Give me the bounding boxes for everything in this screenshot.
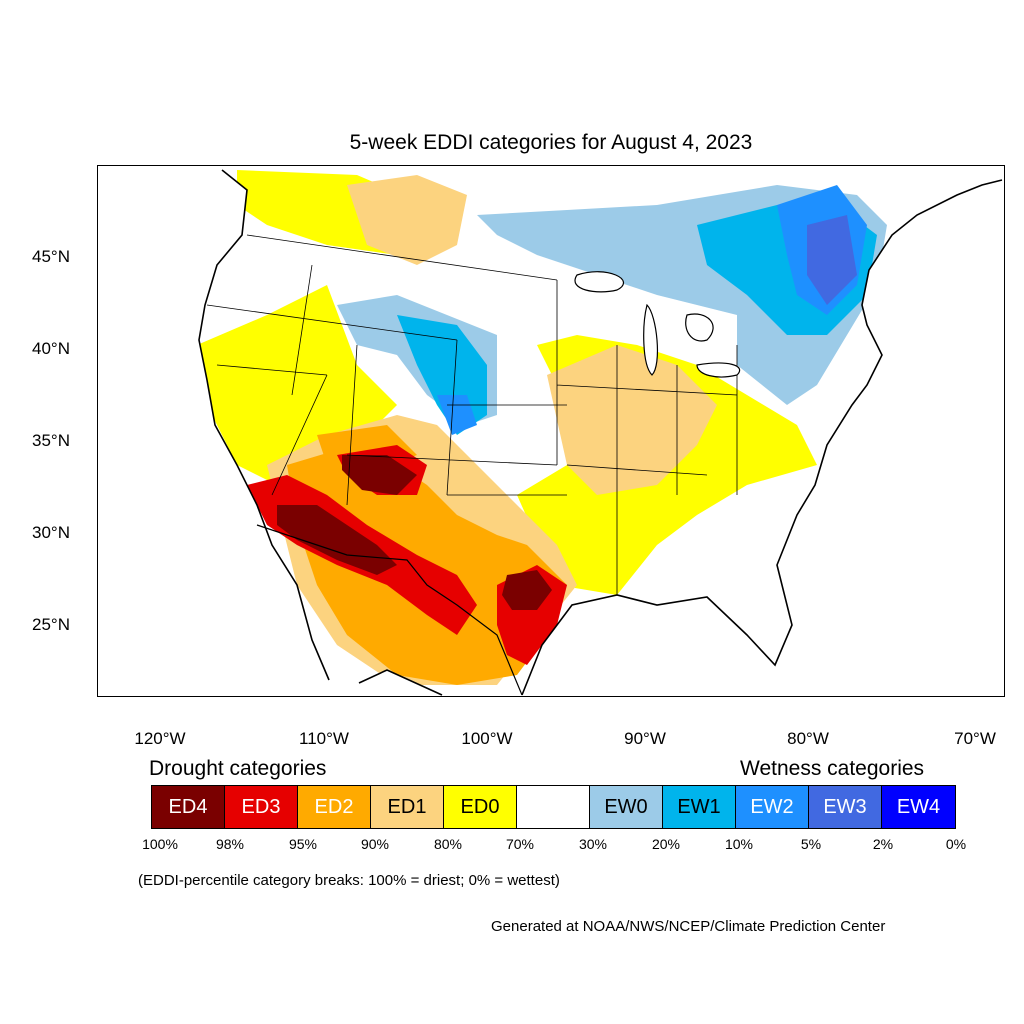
ed4-region-texas: [502, 570, 552, 610]
legend-box-ew4: EW4: [882, 786, 955, 828]
legend-label-ew2: EW2: [750, 795, 794, 818]
pct-break-5: 5%: [800, 836, 822, 852]
legend-label-ed2: ED2: [314, 795, 354, 818]
legend-label-ed4: ED4: [168, 795, 208, 818]
legend-box-ed1: ED1: [371, 786, 444, 828]
coastline: [198, 169, 1003, 696]
lon-label-110: 110°W: [299, 729, 349, 748]
ed4-region-arizona: [277, 505, 397, 575]
legend-label-ew0: EW0: [604, 795, 648, 818]
legend-box-ed0: ED0: [444, 786, 517, 828]
legend-label-ed0: ED0: [460, 795, 500, 818]
lon-label-80: 80°W: [787, 729, 829, 748]
legend-box-ed3: ED3: [225, 786, 298, 828]
pct-break-100: 100%: [142, 836, 178, 852]
pct-break-70: 70%: [505, 836, 535, 852]
lon-label-120: 120°W: [134, 729, 186, 748]
lat-label-40: 40°N: [32, 339, 70, 358]
pct-break-2: 2%: [872, 836, 894, 852]
map-frame: [97, 165, 1005, 697]
great-lakes: [574, 271, 741, 378]
pct-break-80: 80%: [433, 836, 463, 852]
map-title: 5-week EDDI categories for August 4, 202…: [349, 131, 753, 154]
pct-break-98: 98%: [215, 836, 245, 852]
legend-box-ew0: EW0: [590, 786, 663, 828]
lat-label-35: 35°N: [32, 431, 70, 450]
lat-label-45: 45°N: [32, 247, 70, 266]
lon-label-70: 70°W: [954, 729, 996, 748]
lon-label-100: 100°W: [461, 729, 513, 748]
legend-box-ed4: ED4: [152, 786, 225, 828]
legend-label-ew4: EW4: [896, 795, 941, 818]
legend-colorbar: ED4 ED3 ED2 ED1 ED0 EW0 EW1 EW2 EW3 EW4: [151, 785, 956, 829]
pct-break-95: 95%: [288, 836, 318, 852]
mexico-border: [256, 524, 523, 696]
pct-break-30: 30%: [578, 836, 608, 852]
legend-box-ew2: EW2: [736, 786, 809, 828]
eddi-map: [97, 165, 1005, 697]
legend-label-ed3: ED3: [241, 795, 281, 818]
eddi-map-canvas: [97, 165, 1005, 697]
legend-label-ew3: EW3: [823, 795, 867, 818]
ed1-region-north: [347, 175, 467, 265]
legend-label-ew1: EW1: [677, 795, 721, 818]
generated-credit: Generated at NOAA/NWS/NCEP/Climate Predi…: [491, 918, 886, 935]
pct-break-0: 0%: [945, 836, 967, 852]
pct-break-90: 90%: [360, 836, 390, 852]
pct-break-10: 10%: [724, 836, 754, 852]
drought-categories-heading: Drought categories: [149, 757, 327, 780]
state-borders: [206, 234, 738, 595]
ed3-region-baja: [257, 585, 287, 665]
ew3-region-maine: [807, 215, 857, 305]
legend-box-ew1: EW1: [663, 786, 736, 828]
legend-box-ew3: EW3: [809, 786, 882, 828]
category-fields: [199, 170, 887, 685]
pct-break-20: 20%: [651, 836, 681, 852]
lon-label-90: 90°W: [624, 729, 666, 748]
ed4-region-new-mexico: [342, 455, 417, 495]
lat-label-25: 25°N: [32, 615, 70, 634]
lat-label-30: 30°N: [32, 523, 70, 542]
ed1-region-midwest: [547, 345, 717, 495]
legend-label-ed1: ED1: [387, 795, 427, 818]
category-footnote: (EDDI-percentile category breaks: 100% =…: [138, 872, 560, 889]
legend-box-ed2: ED2: [298, 786, 371, 828]
wetness-categories-heading: Wetness categories: [740, 757, 925, 780]
legend-box-neutral: [517, 786, 590, 828]
